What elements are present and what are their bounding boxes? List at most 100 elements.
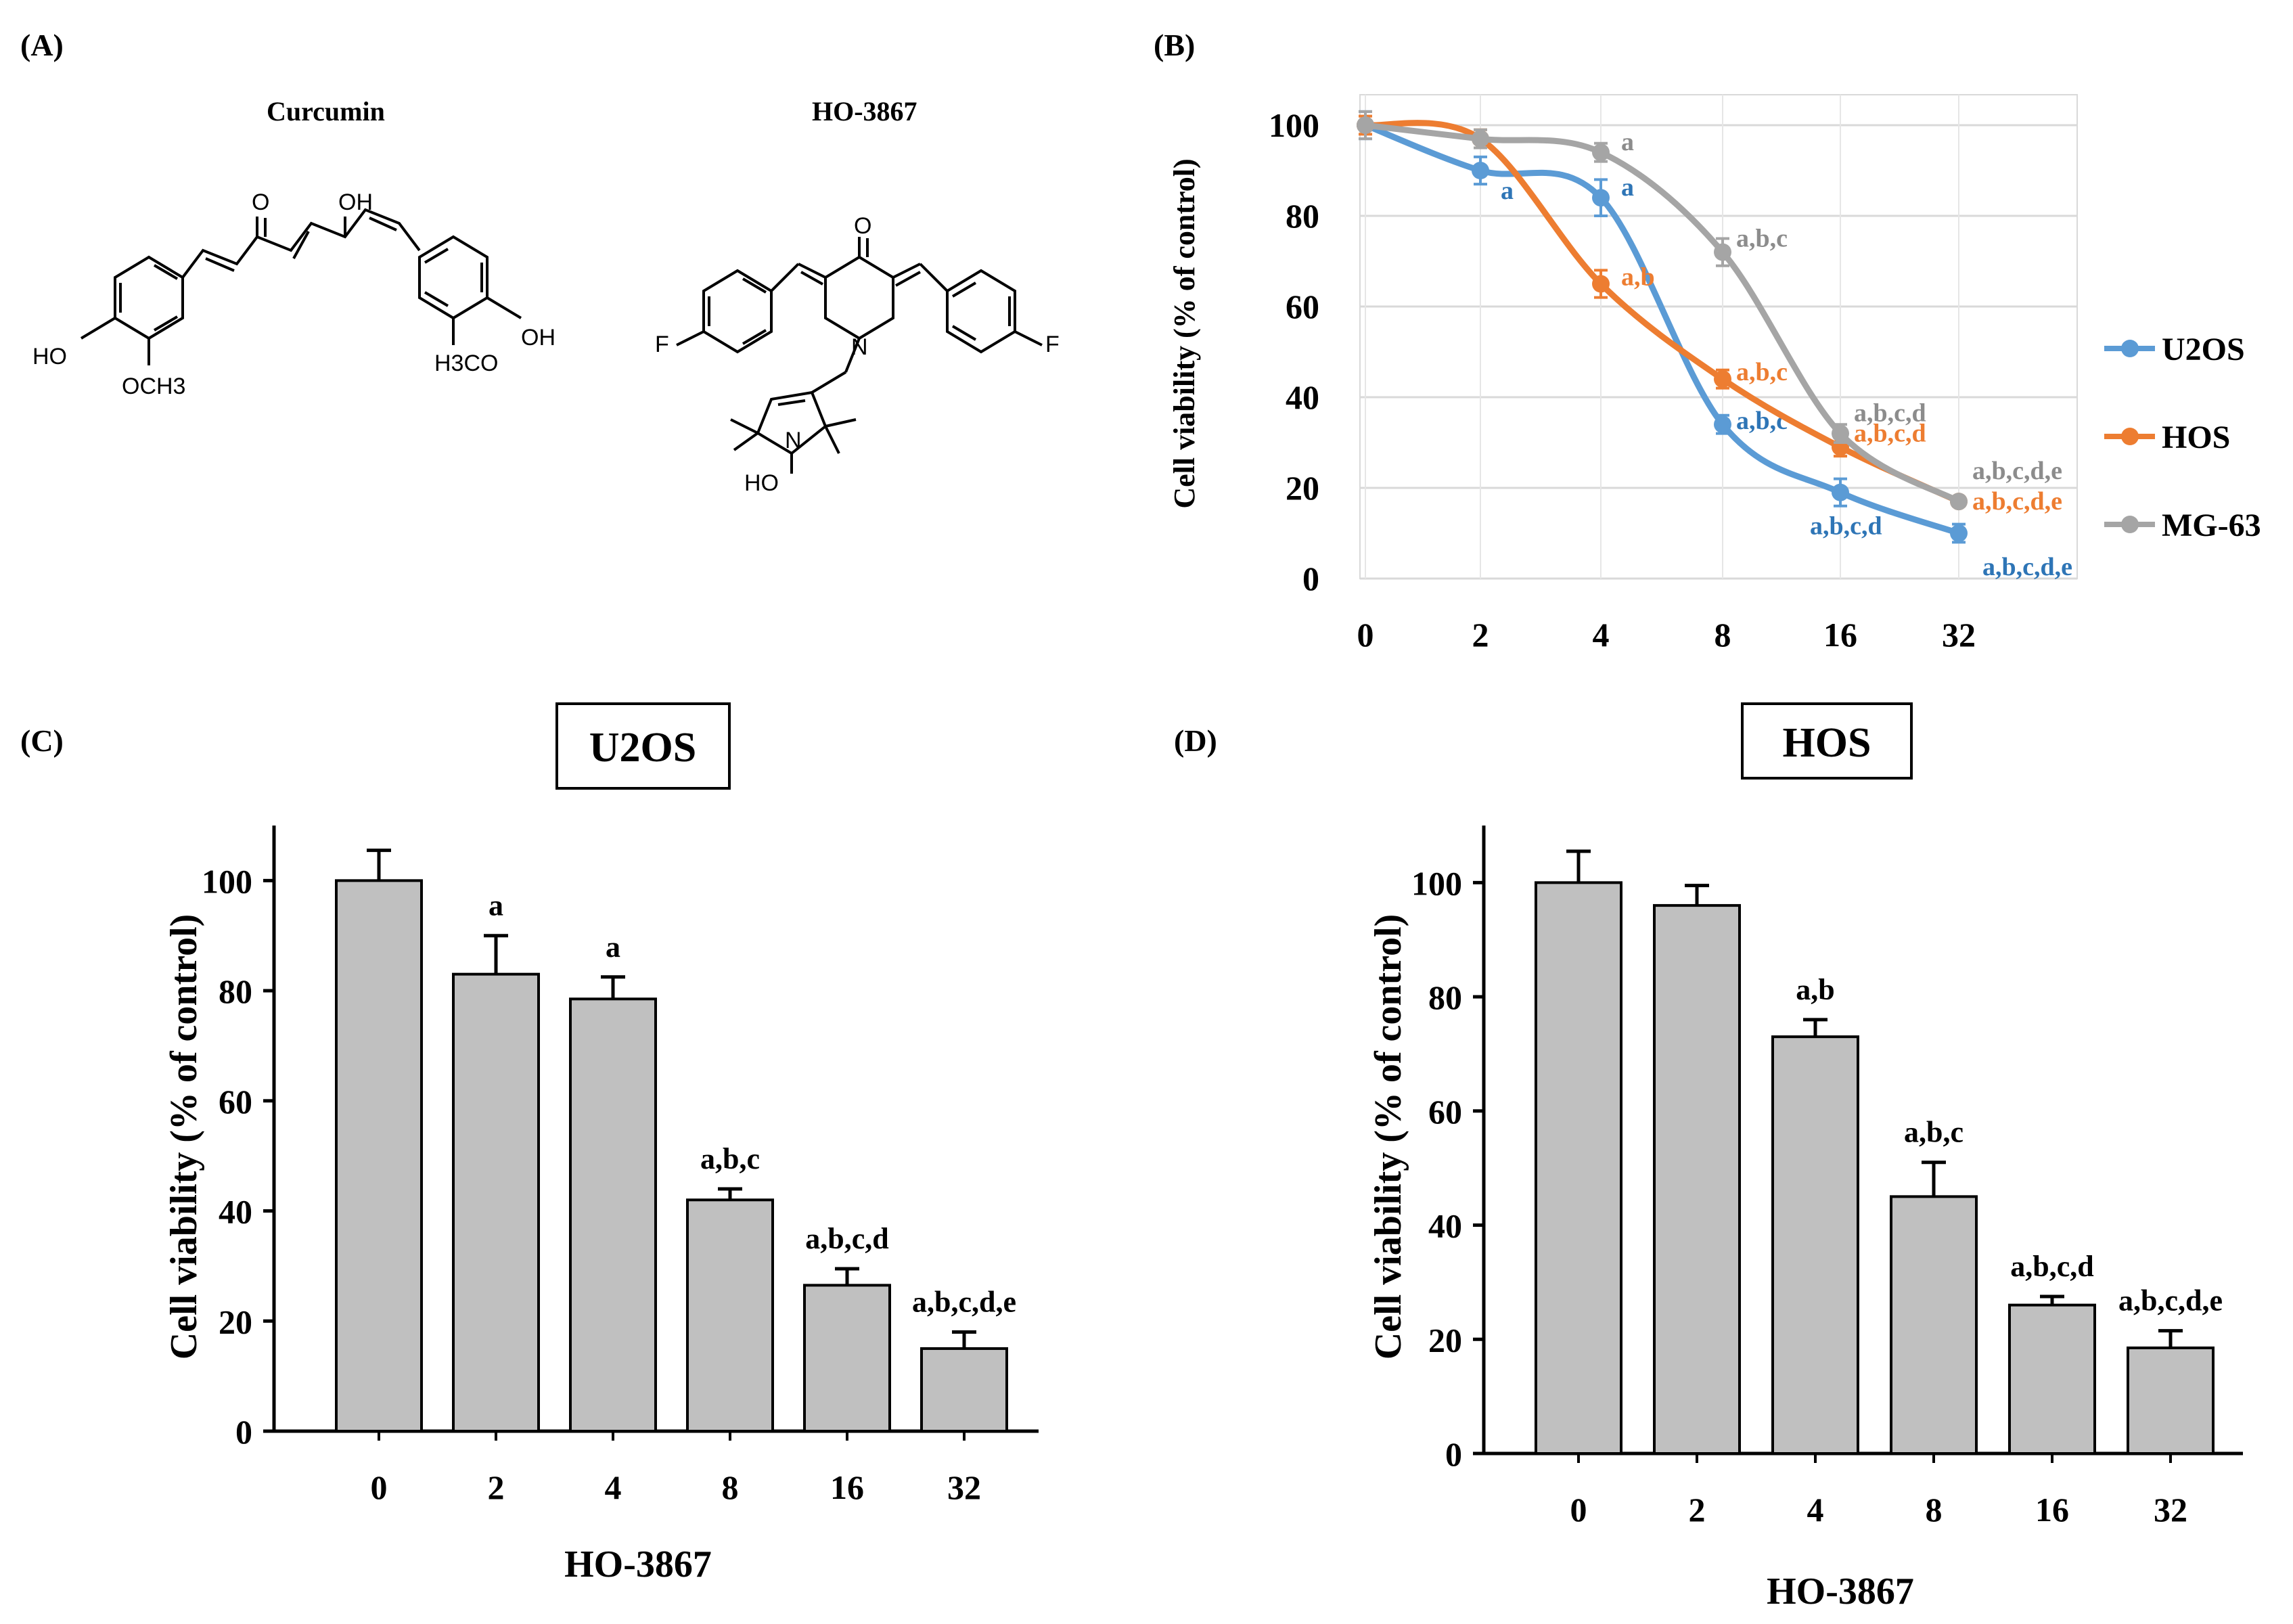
chart-b-ytick-4: 80 bbox=[1286, 197, 1319, 235]
chart-b-point-u2os-4 bbox=[1832, 483, 1849, 501]
ho3867-title: HO-3867 bbox=[812, 96, 917, 127]
chart-c-bar-4 bbox=[803, 1284, 891, 1433]
chart-b-xtick-4: 16 bbox=[1823, 616, 1857, 654]
chart-d-xtick-5: 32 bbox=[2154, 1491, 2187, 1529]
chart-c-xtick-1: 2 bbox=[488, 1468, 505, 1506]
chart-b-ytick-2: 40 bbox=[1286, 378, 1319, 416]
chart-d-xtick-0: 0 bbox=[1570, 1491, 1587, 1529]
chart-c-ytick-5: 100 bbox=[202, 862, 252, 900]
curcumin-och3: OCH3 bbox=[122, 374, 185, 399]
chart-d-title-box bbox=[1741, 702, 1913, 780]
curcumin-ho-left: HO bbox=[32, 344, 67, 369]
chart-b-annotation-hos-5: a,b,c,d,e bbox=[1972, 487, 2062, 516]
chart-c-title-box bbox=[555, 702, 731, 790]
chart-d-ytick-0: 0 bbox=[1445, 1435, 1462, 1473]
panel-label-a: (A) bbox=[20, 28, 64, 62]
chart-b-line-u2os bbox=[1364, 122, 1960, 537]
chart-c-bar-2 bbox=[569, 997, 657, 1433]
chart-b-xtick-0: 0 bbox=[1357, 616, 1374, 654]
curcumin-left-ring bbox=[114, 255, 184, 340]
curcumin-h3co: H3CO bbox=[434, 351, 498, 376]
chart-c-ytick-3: 60 bbox=[219, 1083, 252, 1121]
chart-b-legend-label-hos: HOS bbox=[2162, 420, 2230, 455]
chart-c-ytick-1: 20 bbox=[219, 1303, 252, 1340]
chart-c-ylabel: Cell viability (% of control) bbox=[163, 914, 205, 1359]
chart-b-point-mg63-5 bbox=[1950, 493, 1968, 511]
chart-c-ytick-2: 40 bbox=[219, 1193, 252, 1231]
chart-d-title: HOS bbox=[1783, 720, 1871, 766]
chart-c-bar-1 bbox=[452, 972, 540, 1433]
chart-d: HOS 0 20 40 60 80 100 0 2 a,b 4 a,b,c 8 a,b,c,d 16 a,b… bbox=[1367, 702, 2243, 1612]
chart-d-xtick-3: 8 bbox=[1926, 1491, 1943, 1529]
panel-label-d: (D) bbox=[1174, 723, 1217, 758]
chart-c-annotation-4: a,b,c,d bbox=[805, 1222, 888, 1255]
curcumin-title: Curcumin bbox=[267, 96, 385, 127]
chart-b-point-mg63-3 bbox=[1714, 243, 1731, 261]
chart-d-xtick-4: 16 bbox=[2035, 1491, 2069, 1529]
chart-c-ytick-4: 80 bbox=[219, 972, 252, 1010]
ho3867-f-right: F bbox=[1045, 332, 1060, 357]
ho3867-n-pyrroline: N bbox=[785, 428, 802, 453]
chart-b-xtick-1: 2 bbox=[1472, 616, 1489, 654]
chart-b-ytick-3: 60 bbox=[1286, 288, 1319, 325]
chart-b-xtick-3: 8 bbox=[1715, 616, 1731, 654]
chart-d-annotation-3: a,b,c bbox=[1904, 1116, 1963, 1149]
chart-c-xtick-2: 4 bbox=[605, 1468, 622, 1506]
chart-b-point-u2os-1 bbox=[1472, 162, 1489, 179]
chart-b-annotation-u2os-4: a,b,c,d bbox=[1810, 512, 1882, 541]
chart-b-point-hos-2 bbox=[1592, 275, 1610, 293]
chart-c-bar-3 bbox=[686, 1198, 774, 1433]
ho3867-left-ring bbox=[702, 269, 773, 354]
chart-b-xtick-5: 32 bbox=[1942, 616, 1976, 654]
chart-c-xtick-4: 16 bbox=[830, 1468, 864, 1506]
chart-d-ytick-2: 40 bbox=[1428, 1207, 1462, 1245]
chart-b-ytick-5: 100 bbox=[1269, 106, 1319, 144]
chart-b-annotation-hos-3: a,b,c bbox=[1736, 358, 1788, 386]
chart-b-annotation-hos-2: a,b bbox=[1621, 263, 1655, 292]
curcumin-structure bbox=[80, 208, 522, 365]
chart-b-ylabel: Cell viability (% of control) bbox=[1168, 158, 1201, 508]
ho3867-piperidone-ring bbox=[824, 255, 894, 340]
chart-b-point-hos-3 bbox=[1714, 370, 1731, 388]
chart-b-annotation-u2os-5: a,b,c,d,e bbox=[1982, 553, 2072, 581]
chart-d-ytick-5: 100 bbox=[1411, 864, 1462, 902]
chart-c-xlabel: HO-3867 bbox=[564, 1543, 712, 1585]
chart-d-annotation-2: a,b bbox=[1796, 973, 1834, 1006]
chart-c: U2OS 0 20 40 60 80 100 0 a 2 a 4 a,b,c 8 a,b,c,d 16 a,b… bbox=[163, 702, 1039, 1585]
curcumin-oh-right: OH bbox=[521, 325, 555, 351]
ho3867-n-ring: N bbox=[851, 334, 868, 360]
ho3867-f-left: F bbox=[655, 332, 669, 357]
chart-b-annotation-mg63-3: a,b,c bbox=[1736, 225, 1788, 253]
curcumin-o-keto: O bbox=[252, 189, 269, 215]
chart-d-annotation-4: a,b,c,d bbox=[2010, 1250, 2093, 1283]
chart-c-title: U2OS bbox=[589, 725, 696, 771]
ho3867-structure bbox=[676, 237, 1043, 474]
panel-label-b: (B) bbox=[1154, 28, 1195, 62]
chart-d-bar-0 bbox=[1535, 881, 1622, 1455]
chart-c-xtick-0: 0 bbox=[371, 1468, 388, 1506]
chart-d-ytick-3: 60 bbox=[1428, 1093, 1462, 1131]
ho3867-pyrroline-ring bbox=[756, 390, 827, 455]
chart-b-point-mg63-4 bbox=[1832, 424, 1849, 443]
ho3867-right-ring bbox=[946, 269, 1016, 354]
chart-b-legend-label-mg63: MG-63 bbox=[2162, 508, 2261, 543]
chart-b-point-mg63-2 bbox=[1592, 143, 1610, 162]
chart-c-annotation-3: a,b,c bbox=[700, 1142, 760, 1175]
chart-c-annotation-1: a bbox=[489, 889, 503, 922]
chart-b-point-mg63-1 bbox=[1472, 130, 1489, 148]
chart-b-legend-marker-mg63 bbox=[2121, 516, 2139, 533]
chart-b-annotation-hos-4: a,b,c,d bbox=[1854, 420, 1926, 448]
chart-b-annotation-mg63-4: a,b,c,d bbox=[1854, 399, 1926, 428]
chart-c-annotation-2: a bbox=[606, 930, 620, 964]
chart-c-bar-0 bbox=[335, 879, 423, 1433]
chart-b-ytick-0: 0 bbox=[1302, 560, 1319, 597]
panel-label-c: (C) bbox=[20, 723, 64, 758]
chart-d-bar-4 bbox=[2008, 1303, 2096, 1455]
chart-b-annotation-mg63-2: a bbox=[1621, 128, 1634, 156]
chart-b-legend-marker-u2os bbox=[2121, 340, 2139, 357]
chart-b-annotation-mg63-5: a,b,c,d,e bbox=[1972, 457, 2062, 485]
chart-b-point-u2os-3 bbox=[1714, 415, 1731, 434]
chart-d-ytick-1: 20 bbox=[1428, 1321, 1462, 1359]
